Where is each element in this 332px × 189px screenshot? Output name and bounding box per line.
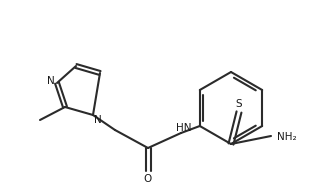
Text: HN: HN [176, 123, 192, 133]
Text: N: N [47, 76, 55, 86]
Text: O: O [144, 174, 152, 184]
Text: S: S [236, 99, 242, 109]
Text: N: N [94, 115, 102, 125]
Text: NH₂: NH₂ [277, 132, 297, 142]
